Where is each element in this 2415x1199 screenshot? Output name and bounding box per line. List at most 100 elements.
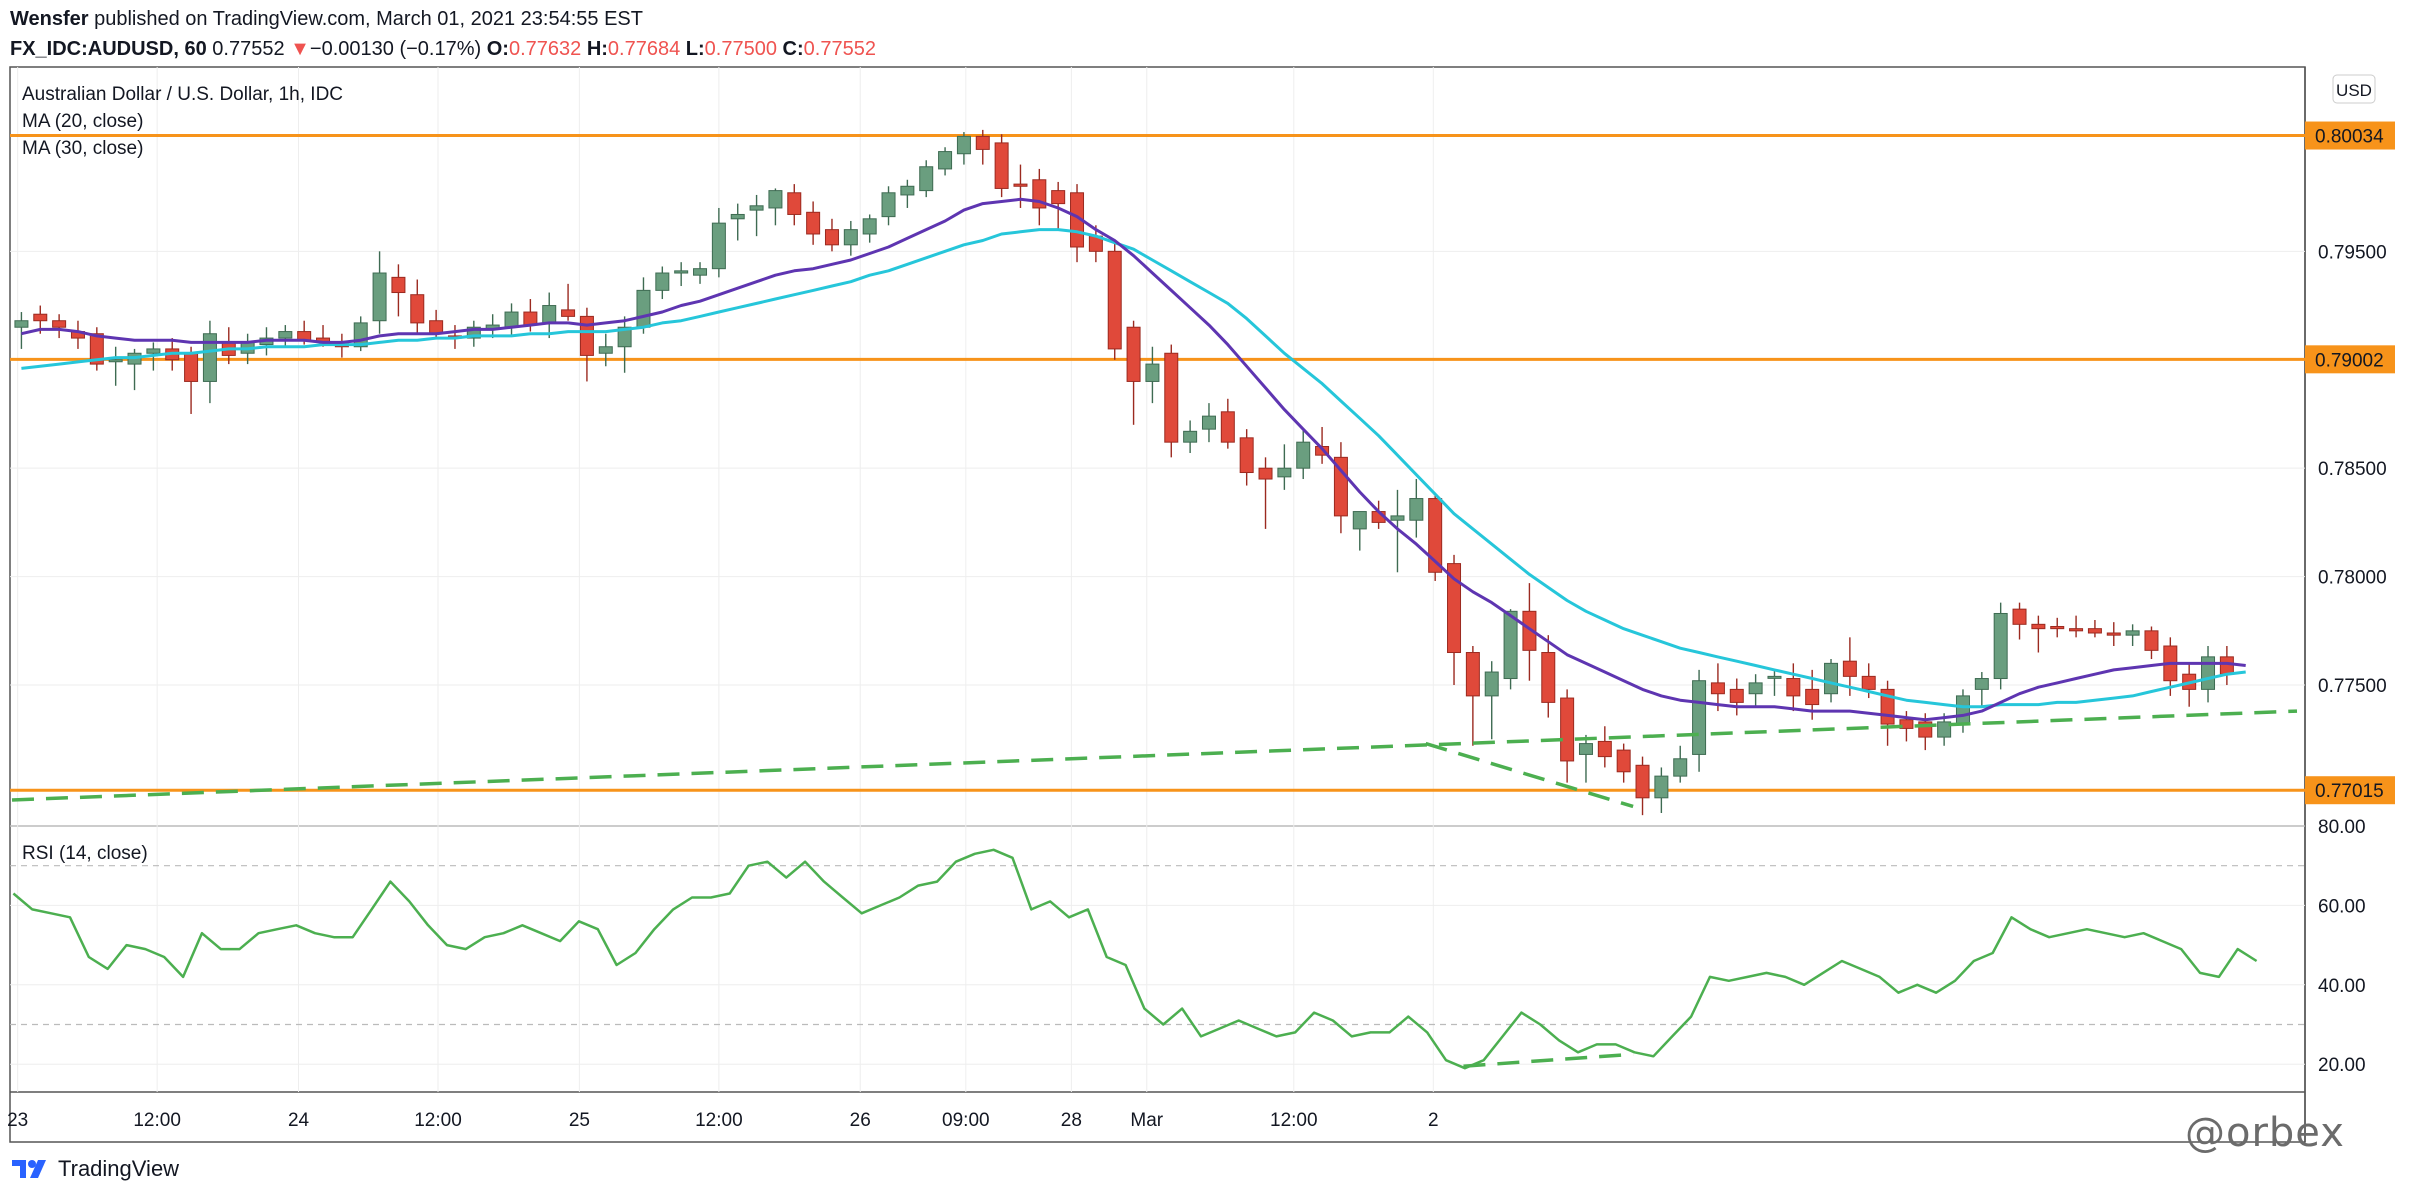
candle-body — [1484, 671, 1499, 697]
candle-body — [768, 190, 783, 209]
rsi-legend: RSI (14, close) — [22, 843, 148, 864]
candle-body — [14, 320, 29, 328]
candle-body — [2144, 630, 2159, 651]
candle-body — [1560, 697, 1575, 762]
price-tick-label: 0.78500 — [2318, 459, 2387, 480]
time-tick-label: 2 — [1428, 1110, 1439, 1131]
candle-body — [617, 326, 632, 348]
chart-frame — [9, 66, 2306, 1143]
candle-body — [1239, 437, 1254, 474]
time-tick-label: 09:00 — [942, 1110, 990, 1131]
candle-body — [881, 192, 896, 218]
trendlines — [11, 709, 2298, 809]
time-tick-label: 24 — [288, 1110, 310, 1131]
time-tick-label: 23 — [7, 1110, 28, 1131]
candle-body — [1861, 675, 1876, 690]
candle-body — [956, 135, 971, 155]
currency-badge[interactable] — [2332, 74, 2376, 104]
ma30-legend: MA (30, close) — [22, 138, 143, 159]
candle-body — [391, 276, 406, 294]
author-name[interactable]: Wensfer — [10, 8, 89, 30]
low-value: 0.77500 — [704, 38, 777, 60]
dashed-trendline — [11, 709, 2298, 802]
candle-body — [919, 166, 934, 192]
candle-body — [806, 211, 821, 235]
candle-body — [1013, 183, 1028, 187]
candle-body — [787, 192, 802, 215]
currency-label: USD — [2336, 81, 2372, 100]
rsi-pane: 80.00 60.00 40.00 20.00 — [10, 817, 2366, 1076]
price-tick-label: 0.77500 — [2318, 676, 2387, 697]
candle-body — [1296, 441, 1311, 469]
time-tick-label: 12:00 — [414, 1110, 462, 1131]
candle-body — [108, 359, 123, 363]
candle-body — [504, 311, 519, 328]
candle-body — [938, 151, 953, 170]
candle-body — [1352, 511, 1367, 530]
time-tick-label: Mar — [1130, 1110, 1163, 1131]
time-tick-label: 12:00 — [1270, 1110, 1318, 1131]
rsi-tick-label: 60.00 — [2318, 896, 2366, 917]
candle-body — [636, 289, 651, 328]
level-label-text: 0.80034 — [2315, 127, 2384, 148]
candle-body — [693, 268, 708, 276]
symbol-label: FX_IDC:AUDUSD, 60 — [10, 38, 207, 60]
candle-body — [2031, 623, 2046, 630]
candle-body — [843, 229, 858, 246]
candle-body — [824, 229, 839, 246]
candle-body — [1748, 682, 1763, 695]
candle-body — [1428, 498, 1443, 573]
candle-body — [146, 348, 161, 354]
candle-body — [2201, 656, 2216, 690]
candle-body — [2106, 632, 2121, 636]
candle-body — [1465, 652, 1480, 697]
price-tick-label: 0.79500 — [2318, 242, 2387, 263]
candle-body — [2125, 630, 2140, 636]
candle-body — [1503, 610, 1518, 680]
candle-body — [278, 331, 293, 339]
candle-body — [2012, 608, 2027, 625]
candle-body — [1692, 680, 1707, 755]
candle-body — [202, 333, 217, 382]
open-label: O: — [486, 38, 509, 60]
candle-body — [1899, 719, 1914, 729]
time-tick-label: 26 — [850, 1110, 871, 1131]
candle-body — [1842, 660, 1857, 677]
last-price: 0.77552 — [212, 38, 285, 60]
candle-body — [372, 272, 387, 322]
candle-body — [1955, 695, 1970, 725]
rsi-tick-label: 20.00 — [2318, 1055, 2366, 1076]
candle-body — [1937, 721, 1952, 738]
candle-body — [1145, 363, 1160, 382]
high-value: 0.77684 — [607, 38, 681, 60]
ma30-line — [21, 228, 2246, 709]
rsi-line — [12, 848, 2258, 1070]
candle-body — [1447, 563, 1462, 654]
candle-body — [579, 315, 594, 356]
level-label-text: 0.79002 — [2315, 350, 2384, 371]
candle-body — [1126, 326, 1141, 382]
candle-body — [542, 305, 557, 324]
candle-body — [2069, 628, 2084, 632]
published-text: published on TradingView.com, March 01, … — [94, 8, 643, 30]
series-title: Australian Dollar / U.S. Dollar, 1h, IDC — [22, 84, 343, 105]
candle-body — [975, 135, 990, 150]
ma20-line — [21, 197, 2246, 722]
candle-body — [1597, 740, 1612, 758]
candle-body — [89, 333, 104, 365]
dashed-trendline — [1425, 741, 1634, 809]
candle-body — [52, 320, 67, 328]
candle-body — [1277, 467, 1292, 478]
rsi-tick-label: 40.00 — [2318, 976, 2366, 997]
time-tick-label: 28 — [1061, 1110, 1082, 1131]
candle-body — [1390, 515, 1405, 521]
open-value: 0.77632 — [508, 38, 582, 60]
candle-body — [33, 313, 48, 322]
close-value: 0.77552 — [803, 38, 876, 60]
tradingview-logo[interactable]: TradingView — [10, 1156, 179, 1182]
candle-body — [1164, 352, 1179, 443]
time-tick-label: 12:00 — [695, 1110, 743, 1131]
rsi-tick-label: 80.00 — [2318, 817, 2366, 838]
high-label: H: — [586, 38, 608, 60]
